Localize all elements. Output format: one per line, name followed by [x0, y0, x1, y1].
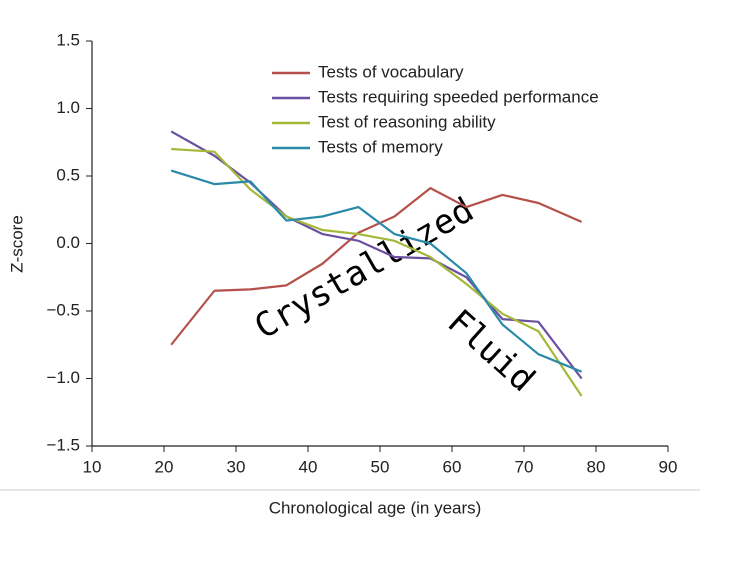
x-tick-label: 20 — [155, 457, 174, 476]
legend-label: Test of reasoning ability — [318, 112, 496, 131]
x-tick-label: 80 — [587, 457, 606, 476]
y-tick-label: −1.5 — [46, 435, 80, 454]
data-line — [170, 169, 583, 373]
data-line — [170, 187, 583, 346]
legend-label: Tests of memory — [318, 137, 443, 156]
legend-label: Tests requiring speeded performance — [318, 87, 599, 106]
x-tick-label: 60 — [443, 457, 462, 476]
x-axis-label: Chronological age (in years) — [269, 498, 482, 517]
annotation: Fluid — [440, 302, 543, 400]
y-tick-label: −0.5 — [46, 300, 80, 319]
y-tick-label: −1.0 — [46, 368, 80, 387]
y-tick-label: 0.5 — [56, 165, 80, 184]
x-tick-label: 90 — [659, 457, 678, 476]
x-tick-label: 40 — [299, 457, 318, 476]
y-tick-label: 1.5 — [56, 30, 80, 49]
x-tick-label: 10 — [83, 457, 102, 476]
y-tick-label: 0.0 — [56, 233, 80, 252]
x-tick-label: 30 — [227, 457, 246, 476]
x-tick-label: 70 — [515, 457, 534, 476]
data-line — [171, 147, 583, 397]
data-line — [170, 130, 583, 380]
x-tick-label: 50 — [371, 457, 390, 476]
y-axis-label: Z-score — [7, 215, 26, 273]
y-tick-label: 1.0 — [56, 98, 80, 117]
legend-label: Tests of vocabulary — [318, 62, 464, 81]
